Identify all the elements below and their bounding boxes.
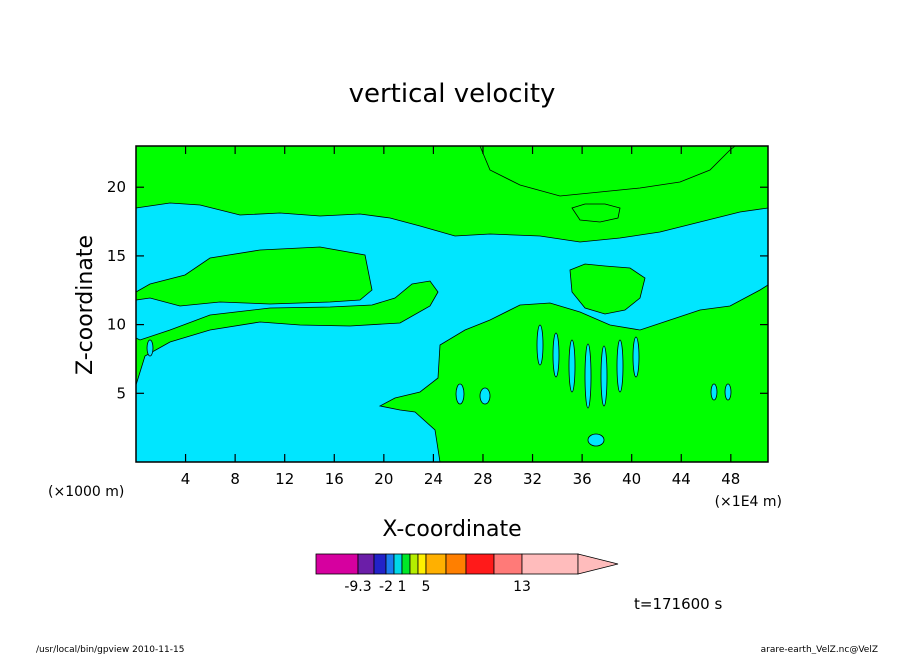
island-9	[632, 336, 640, 378]
colorbar-cell	[445, 553, 467, 575]
footer-left: /usr/local/bin/gpview 2010-11-15	[36, 645, 184, 654]
colorbar-cell	[401, 553, 411, 575]
x-tick-label: 24	[424, 470, 443, 488]
colorbar-cell	[425, 553, 447, 575]
colorbar-cell	[385, 553, 395, 575]
island-5	[568, 339, 576, 393]
y-axis: 5 10 15 20	[107, 178, 768, 402]
island-1	[455, 383, 465, 405]
footer-right: arare-earth_VelZ.nc@VelZ	[761, 645, 878, 654]
x-tick-label: 12	[275, 470, 294, 488]
x-axis-title: X-coordinate	[382, 517, 521, 542]
colorbar: -9.3 -2 1 5 13	[315, 553, 619, 595]
x-tick-label: 4	[181, 470, 191, 488]
y-axis-title: Z-coordinate	[73, 235, 98, 375]
x-tick-label: 48	[721, 470, 740, 488]
x-axis-unit: (×1000 m)	[48, 484, 124, 500]
y-tick-label: 10	[107, 316, 126, 334]
colorbar-cell	[357, 553, 375, 575]
x-tick-label: 36	[573, 470, 592, 488]
island-12	[146, 339, 154, 357]
island-3	[536, 324, 544, 366]
y-tick-label: 5	[116, 384, 126, 402]
island-7	[600, 345, 608, 407]
colorbar-cell	[373, 553, 387, 575]
colorbar-tick-label: -2	[379, 579, 393, 595]
colorbar-tick-label: 13	[513, 579, 531, 595]
colorbar-cell	[315, 553, 359, 575]
plot-frame	[135, 145, 769, 463]
x-tick-label: 44	[672, 470, 691, 488]
x-axis: 4 8 12 16 20 24 28 32 36 40 44 48	[181, 146, 740, 488]
colorbar-cell	[493, 553, 523, 575]
island-13	[587, 433, 605, 447]
island-10	[710, 383, 718, 401]
time-label: t=171600 s	[634, 595, 722, 613]
colorbar-cell	[465, 553, 495, 575]
region-small-top	[571, 203, 621, 223]
negative-islands	[146, 324, 732, 447]
colorbar-cell	[409, 553, 419, 575]
region-top-right	[479, 145, 737, 197]
colorbar-cell	[417, 553, 427, 575]
colorbar-tick-label: -9.3	[344, 579, 371, 595]
x-tick-label: 8	[230, 470, 240, 488]
region-center-blob	[569, 263, 646, 315]
island-6	[584, 343, 592, 409]
x-tick-label: 16	[325, 470, 344, 488]
island-4	[552, 332, 560, 378]
colorbar-tick-label: 5	[422, 579, 431, 595]
island-11	[724, 383, 732, 401]
colorbar-cell	[393, 553, 403, 575]
x-tick-label: 28	[473, 470, 492, 488]
y-tick-label: 20	[107, 178, 126, 196]
x-tick-label: 40	[622, 470, 641, 488]
region-middle-band	[135, 246, 373, 307]
y-tick-label: 15	[107, 247, 126, 265]
x-axis-scale-note: (×1E4 m)	[715, 494, 782, 510]
region-left-lower	[135, 280, 439, 386]
x-tick-label: 32	[523, 470, 542, 488]
plot-area	[135, 145, 769, 463]
colorbar-cell	[521, 553, 579, 575]
island-2	[479, 387, 491, 405]
chart-title: vertical velocity	[349, 79, 556, 109]
x-tick-label: 20	[374, 470, 393, 488]
colorbar-tick-label: 1	[398, 579, 407, 595]
colorbar-arrow	[577, 553, 619, 575]
island-8	[616, 339, 624, 393]
